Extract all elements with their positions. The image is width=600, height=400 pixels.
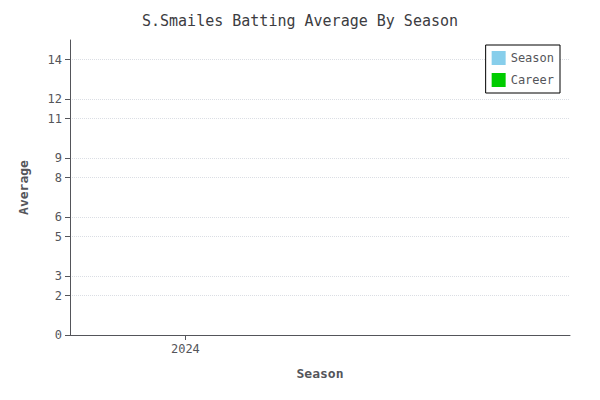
svg-text:6: 6	[55, 210, 62, 224]
svg-text:3: 3	[55, 269, 62, 283]
svg-text:2024: 2024	[171, 342, 200, 356]
svg-text:12: 12	[48, 92, 62, 106]
svg-text:5: 5	[55, 230, 62, 244]
svg-text:Season: Season	[297, 366, 344, 381]
svg-text:Average: Average	[16, 160, 31, 215]
svg-text:8: 8	[55, 171, 62, 185]
svg-text:0: 0	[55, 328, 62, 342]
svg-text:Season: Season	[511, 51, 554, 65]
svg-text:9: 9	[55, 151, 62, 165]
svg-text:S.Smailes Batting Average By S: S.Smailes Batting Average By Season	[142, 12, 458, 30]
svg-text:Career: Career	[511, 73, 554, 87]
svg-text:14: 14	[48, 53, 62, 67]
svg-text:2: 2	[55, 289, 62, 303]
svg-text:11: 11	[48, 112, 62, 126]
